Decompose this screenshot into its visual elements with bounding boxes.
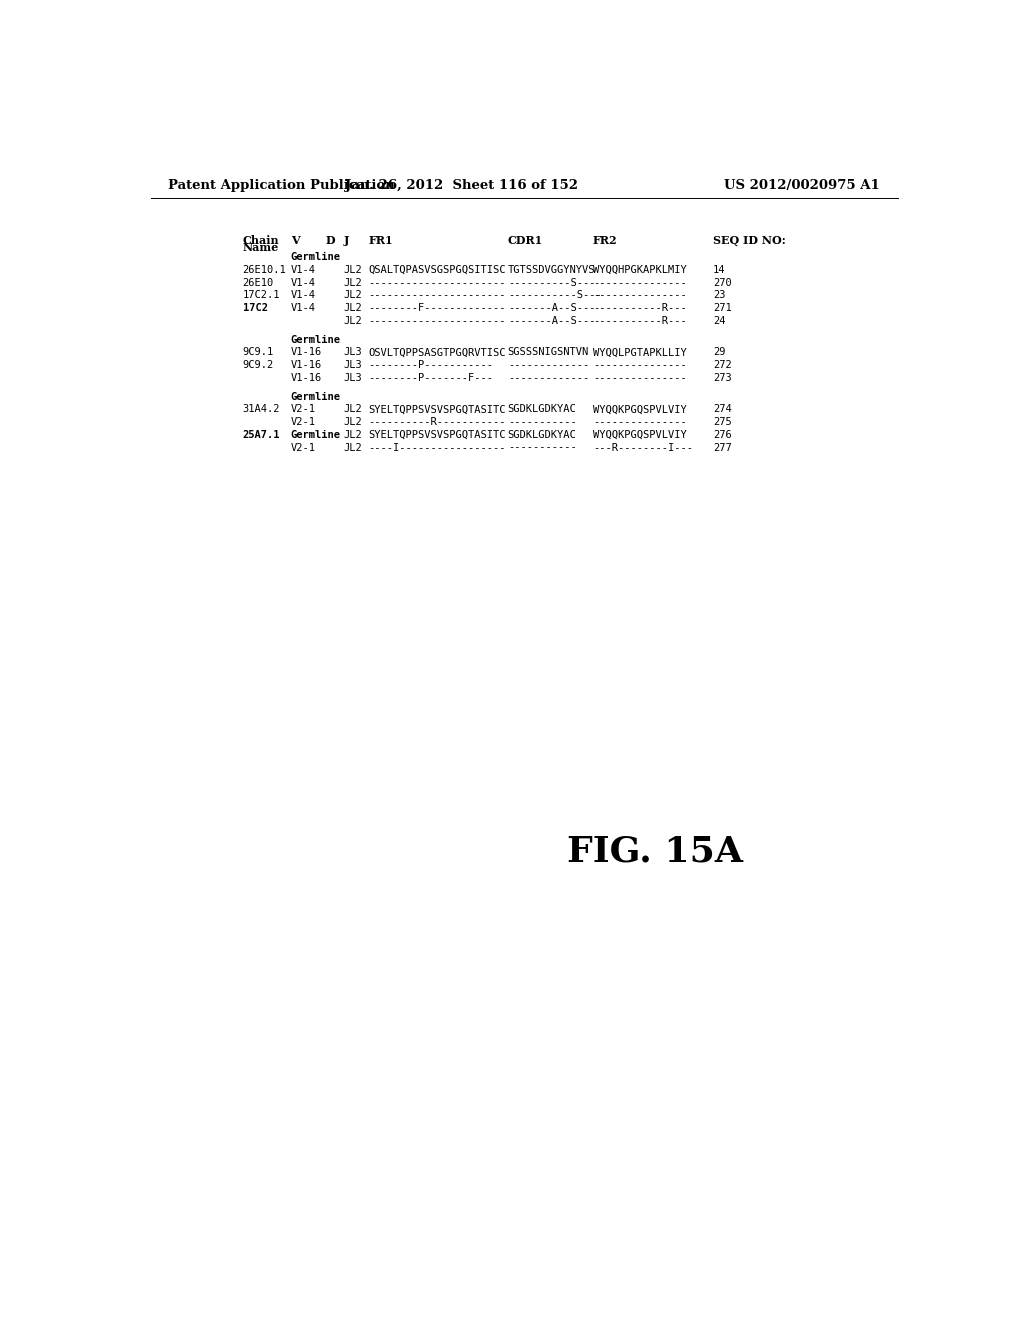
Text: JL2: JL2 [343, 277, 362, 288]
Text: Patent Application Publication: Patent Application Publication [168, 178, 395, 191]
Text: JL2: JL2 [343, 304, 362, 313]
Text: SGDKLGDKYAC: SGDKLGDKYAC [508, 404, 577, 414]
Text: 9C9.2: 9C9.2 [243, 360, 274, 370]
Text: J: J [343, 235, 349, 247]
Text: V1-16: V1-16 [291, 360, 322, 370]
Text: -------A--S---: -------A--S--- [508, 304, 595, 313]
Text: 29: 29 [713, 347, 726, 358]
Text: SYELTQPPSVSVSPGQTASITC: SYELTQPPSVSVSPGQTASITC [369, 404, 506, 414]
Text: QSALTQPASVSGSPGQSITISC: QSALTQPASVSGSPGQSITISC [369, 265, 506, 275]
Text: 274: 274 [713, 404, 732, 414]
Text: SYELTQPPSVSVSPGQTASITC: SYELTQPPSVSVSPGQTASITC [369, 430, 506, 440]
Text: JL2: JL2 [343, 430, 362, 440]
Text: -------------: ------------- [508, 372, 589, 383]
Text: 9C9.1: 9C9.1 [243, 347, 274, 358]
Text: 272: 272 [713, 360, 732, 370]
Text: ----------------------: ---------------------- [369, 290, 506, 301]
Text: ---------------: --------------- [593, 372, 687, 383]
Text: 271: 271 [713, 304, 732, 313]
Text: WYQQLPGTAPKLLIY: WYQQLPGTAPKLLIY [593, 347, 687, 358]
Text: WYQQKPGQSPVLVIY: WYQQKPGQSPVLVIY [593, 404, 687, 414]
Text: 14: 14 [713, 265, 726, 275]
Text: --------F-------------: --------F------------- [369, 304, 506, 313]
Text: 26E10: 26E10 [243, 277, 274, 288]
Text: JL2: JL2 [343, 315, 362, 326]
Text: CDR1: CDR1 [508, 235, 543, 247]
Text: Chain: Chain [243, 235, 280, 247]
Text: ----I-----------------: ----I----------------- [369, 442, 506, 453]
Text: 17C2.1: 17C2.1 [243, 290, 281, 301]
Text: V1-4: V1-4 [291, 290, 315, 301]
Text: 276: 276 [713, 430, 732, 440]
Text: WYQQHPGKAPKLMIY: WYQQHPGKAPKLMIY [593, 265, 687, 275]
Text: 17C2: 17C2 [243, 304, 267, 313]
Text: JL2: JL2 [343, 417, 362, 428]
Text: V1-16: V1-16 [291, 347, 322, 358]
Text: V2-1: V2-1 [291, 404, 315, 414]
Text: Germline: Germline [291, 392, 341, 401]
Text: -----------: ----------- [508, 442, 577, 453]
Text: 270: 270 [713, 277, 732, 288]
Text: Germline: Germline [291, 335, 341, 345]
Text: 273: 273 [713, 372, 732, 383]
Text: JL2: JL2 [343, 404, 362, 414]
Text: SGDKLGDKYAC: SGDKLGDKYAC [508, 430, 577, 440]
Text: ----------S---: ----------S--- [508, 277, 595, 288]
Text: US 2012/0020975 A1: US 2012/0020975 A1 [724, 178, 880, 191]
Text: -----------S---: -----------S--- [508, 290, 601, 301]
Text: 275: 275 [713, 417, 732, 428]
Text: 277: 277 [713, 442, 732, 453]
Text: 25A7.1: 25A7.1 [243, 430, 281, 440]
Text: V1-16: V1-16 [291, 372, 322, 383]
Text: SGSSSNIGSNTVN: SGSSSNIGSNTVN [508, 347, 589, 358]
Text: OSVLTQPPSASGTPGQRVTISC: OSVLTQPPSASGTPGQRVTISC [369, 347, 506, 358]
Text: JL3: JL3 [343, 347, 362, 358]
Text: FR2: FR2 [593, 235, 617, 247]
Text: 24: 24 [713, 315, 726, 326]
Text: V1-4: V1-4 [291, 304, 315, 313]
Text: --------P-----------: --------P----------- [369, 360, 494, 370]
Text: FIG. 15A: FIG. 15A [567, 834, 743, 869]
Text: V1-4: V1-4 [291, 277, 315, 288]
Text: --------P-------F---: --------P-------F--- [369, 372, 494, 383]
Text: JL2: JL2 [343, 265, 362, 275]
Text: Germline: Germline [291, 430, 341, 440]
Text: ---R--------I---: ---R--------I--- [593, 442, 693, 453]
Text: -------A--S---: -------A--S--- [508, 315, 595, 326]
Text: -----------R---: -----------R--- [593, 304, 687, 313]
Text: ----------------------: ---------------------- [369, 315, 506, 326]
Text: -----------: ----------- [508, 417, 577, 428]
Text: V2-1: V2-1 [291, 442, 315, 453]
Text: ----------R-----------: ----------R----------- [369, 417, 506, 428]
Text: JL2: JL2 [343, 290, 362, 301]
Text: V1-4: V1-4 [291, 265, 315, 275]
Text: SEQ ID NO:: SEQ ID NO: [713, 235, 785, 247]
Text: ----------------------: ---------------------- [369, 277, 506, 288]
Text: Name: Name [243, 243, 279, 253]
Text: ---------------: --------------- [593, 417, 687, 428]
Text: V: V [291, 235, 299, 247]
Text: ---------------: --------------- [593, 360, 687, 370]
Text: 23: 23 [713, 290, 726, 301]
Text: FR1: FR1 [369, 235, 393, 247]
Text: -----------R---: -----------R--- [593, 315, 687, 326]
Text: ---------------: --------------- [593, 277, 687, 288]
Text: WYQQKPGQSPVLVIY: WYQQKPGQSPVLVIY [593, 430, 687, 440]
Text: V2-1: V2-1 [291, 417, 315, 428]
Text: Jan. 26, 2012  Sheet 116 of 152: Jan. 26, 2012 Sheet 116 of 152 [345, 178, 578, 191]
Text: JL2: JL2 [343, 442, 362, 453]
Text: -------------: ------------- [508, 360, 589, 370]
Text: 31A4.2: 31A4.2 [243, 404, 281, 414]
Text: Germline: Germline [291, 252, 341, 263]
Text: ---------------: --------------- [593, 290, 687, 301]
Text: JL3: JL3 [343, 372, 362, 383]
Text: D: D [326, 235, 335, 247]
Text: 26E10.1: 26E10.1 [243, 265, 287, 275]
Text: JL3: JL3 [343, 360, 362, 370]
Text: TGTSSDVGGYNYVS: TGTSSDVGGYNYVS [508, 265, 595, 275]
